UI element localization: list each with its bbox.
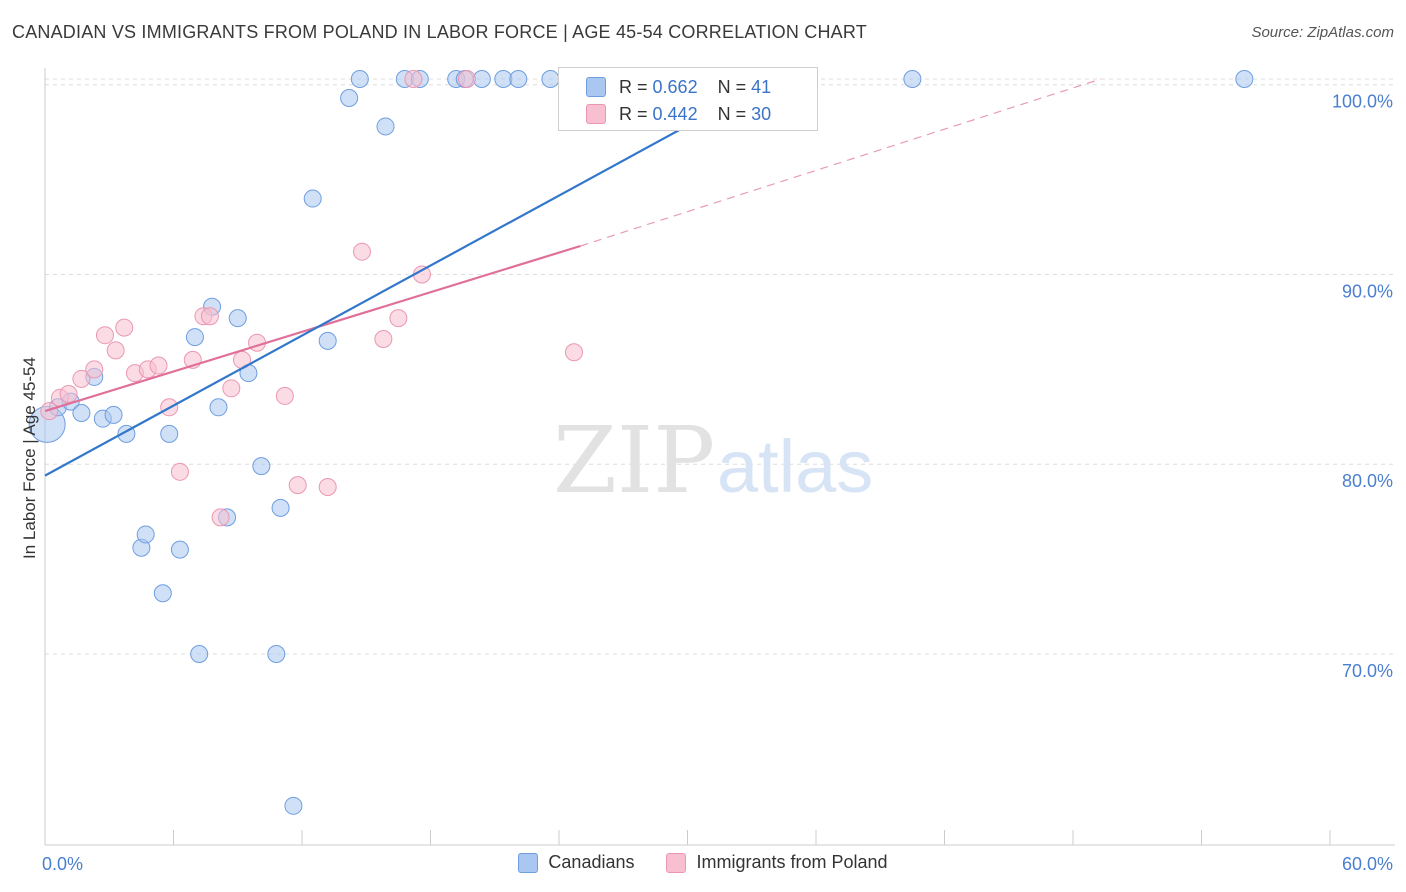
point-poland-22 xyxy=(318,478,337,497)
point-canadians-10 xyxy=(153,584,172,603)
point-canadians-36 xyxy=(541,70,560,88)
point-poland-7 xyxy=(115,318,134,337)
stats-n-value-poland: 30 xyxy=(751,103,772,124)
point-canadians-6 xyxy=(104,405,123,424)
point-poland-17 xyxy=(222,379,241,398)
legend-label-canadians: Canadians xyxy=(548,852,635,872)
trend-line-canadians xyxy=(44,83,763,477)
stats-n-label-canadians: N = xyxy=(717,76,747,97)
stats-r-value-poland: 0.442 xyxy=(652,103,698,124)
point-canadians-9 xyxy=(136,525,155,544)
x-tick-label-max: 60.0% xyxy=(1342,854,1393,874)
watermark-atlas: atlas xyxy=(717,425,873,508)
stats-r-label-poland: R = xyxy=(619,103,648,124)
y-tick-label-3: 100.0% xyxy=(1332,92,1393,112)
watermark: ZIP atlas xyxy=(553,407,873,514)
point-canadians-18 xyxy=(228,309,247,328)
watermark-zip: ZIP xyxy=(553,407,715,514)
point-canadians-27 xyxy=(350,70,369,88)
axes xyxy=(44,68,1395,846)
legend-swatch-poland xyxy=(666,852,687,873)
point-canadians-16 xyxy=(209,398,228,417)
point-canadians-21 xyxy=(267,645,286,663)
point-canadians-13 xyxy=(185,328,204,347)
stats-row-poland: R = 0.442 N = 30 xyxy=(586,101,772,127)
point-poland-5 xyxy=(95,326,114,345)
point-canadians-40 xyxy=(1235,70,1254,88)
point-canadians-11 xyxy=(160,424,179,443)
stats-n-value-canadians: 41 xyxy=(751,76,772,97)
point-canadians-24 xyxy=(303,189,322,208)
point-poland-3 xyxy=(72,369,91,388)
data-points xyxy=(28,70,1254,815)
legend: Canadians Immigrants from Poland xyxy=(0,852,1406,873)
chart-title: CANADIAN VS IMMIGRANTS FROM POLAND IN LA… xyxy=(12,22,867,42)
point-canadians-14 xyxy=(190,645,209,663)
point-poland-24 xyxy=(374,329,393,348)
point-poland-28 xyxy=(457,70,476,88)
y-tick-label-0: 70.0% xyxy=(1342,661,1393,681)
y-tick-label-1: 80.0% xyxy=(1342,471,1393,491)
point-canadians-25 xyxy=(318,331,337,350)
point-poland-6 xyxy=(106,341,125,360)
point-poland-2 xyxy=(59,385,78,404)
axis-labels: 70.0% 80.0% 90.0% 100.0% 0.0% 60.0% In Labor F… xyxy=(20,92,1393,874)
point-canadians-28 xyxy=(376,117,395,136)
stats-r-label-canadians: R = xyxy=(619,76,648,97)
y-tick-label-2: 90.0% xyxy=(1342,281,1393,301)
stats-swatch-poland xyxy=(586,104,606,124)
stats-box: R = 0.662 N = 41 R = 0.442 N = 30 xyxy=(558,67,818,131)
point-poland-0 xyxy=(40,402,59,421)
stats-row-canadians: R = 0.662 N = 41 xyxy=(586,74,772,100)
x-tick-label-min: 0.0% xyxy=(42,854,83,874)
point-canadians-26 xyxy=(340,88,359,107)
point-poland-20 xyxy=(275,386,294,405)
legend-item-canadians[interactable]: Canadians xyxy=(518,852,634,873)
point-canadians-34 xyxy=(494,70,513,88)
point-canadians-33 xyxy=(472,70,491,88)
point-poland-21 xyxy=(288,476,307,495)
point-canadians-3 xyxy=(72,403,91,422)
legend-swatch-canadians xyxy=(518,852,539,873)
stats-n-label-poland: N = xyxy=(717,103,747,124)
point-canadians-12 xyxy=(170,540,189,559)
point-poland-4 xyxy=(85,360,104,379)
point-poland-12 xyxy=(170,462,189,481)
point-poland-26 xyxy=(404,70,423,88)
legend-item-poland[interactable]: Immigrants from Poland xyxy=(666,852,888,873)
point-canadians-39 xyxy=(903,70,922,88)
stats-swatch-canadians xyxy=(586,77,606,97)
point-canadians-23 xyxy=(284,796,303,815)
legend-label-poland: Immigrants from Poland xyxy=(696,852,888,872)
trend-line-poland-extension xyxy=(580,78,1102,247)
point-poland-15 xyxy=(200,307,219,326)
point-poland-16 xyxy=(211,508,230,527)
point-canadians-22 xyxy=(271,498,290,517)
stats-r-value-canadians: 0.662 xyxy=(652,76,698,97)
source-label: Source: ZipAtlas.com xyxy=(1251,24,1394,41)
point-poland-29 xyxy=(564,343,583,362)
trend-lines xyxy=(580,78,1102,247)
point-poland-23 xyxy=(352,242,371,261)
point-poland-25 xyxy=(389,309,408,328)
point-canadians-35 xyxy=(509,70,528,88)
y-axis-title: In Labor Force | Age 45-54 xyxy=(20,357,39,559)
point-poland-10 xyxy=(149,356,168,375)
point-canadians-20 xyxy=(252,457,271,476)
